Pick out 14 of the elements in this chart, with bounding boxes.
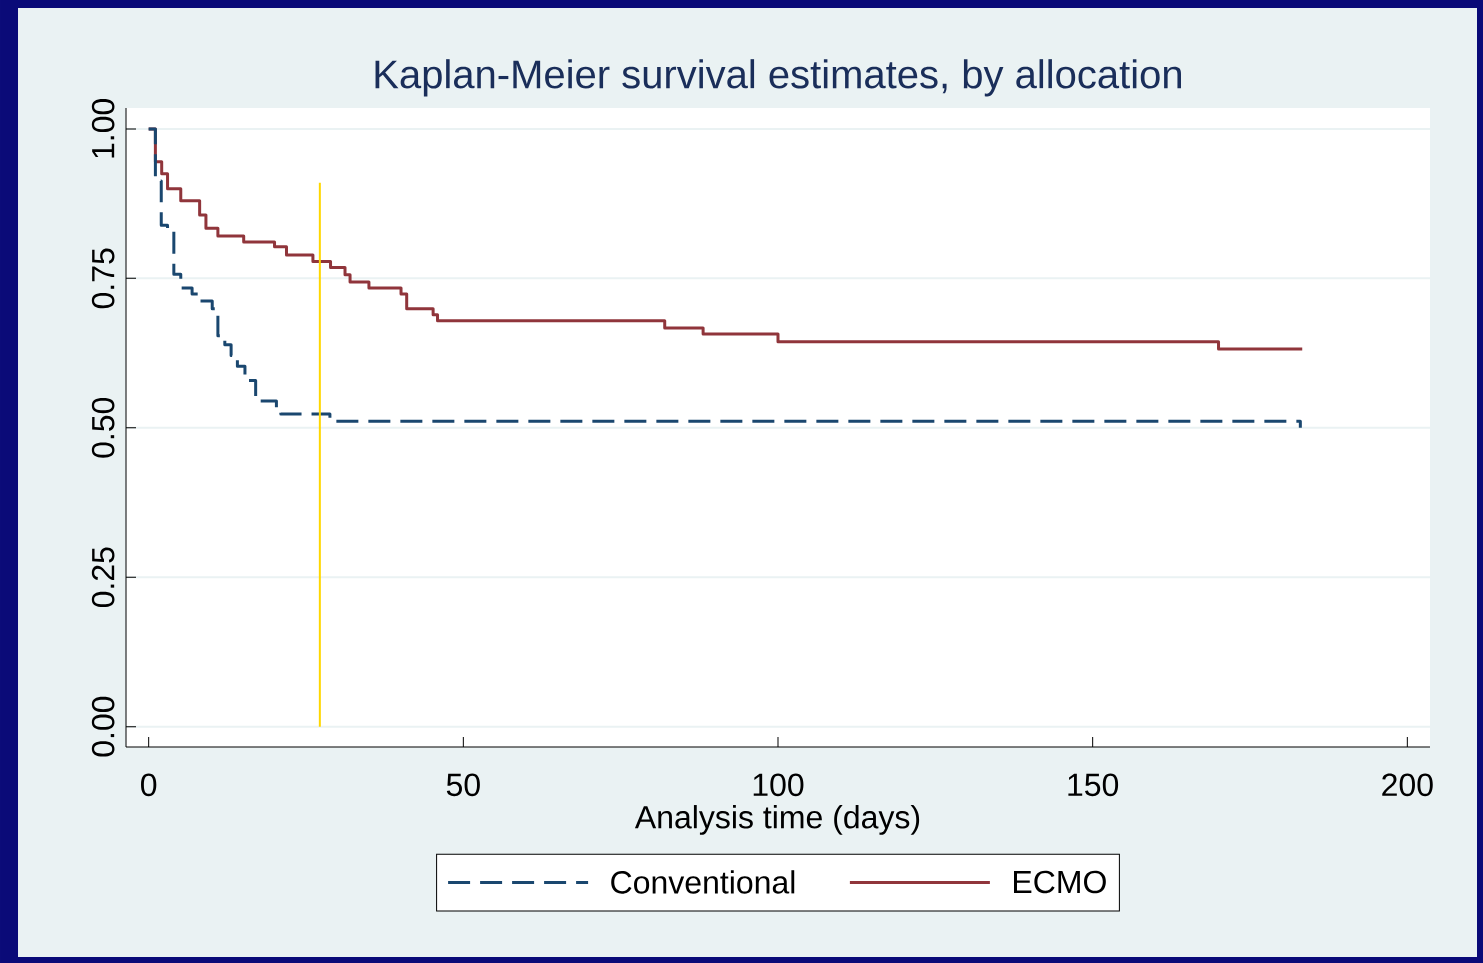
- y-tick-label: 0.25: [91, 547, 115, 608]
- x-axis-title: Analysis time (days): [634, 805, 920, 835]
- legend-label: ECMO: [1014, 870, 1106, 894]
- legend-label: Conventional: [611, 870, 795, 894]
- x-tick-label: 200: [1382, 773, 1433, 797]
- y-tick-label: 0.50: [91, 397, 115, 458]
- x-tick-label: 0: [141, 773, 157, 797]
- y-tick-label: 0.00: [91, 696, 115, 757]
- x-tick-label: 150: [1068, 773, 1119, 797]
- chart-title: Kaplan-Meier survival estimates, by allocation: [375, 59, 1181, 97]
- y-tick-label: 0.75: [91, 248, 115, 309]
- x-tick-label: 100: [753, 773, 804, 797]
- y-tick-label: 1.00: [91, 99, 115, 158]
- x-tick-label: 50: [446, 773, 480, 797]
